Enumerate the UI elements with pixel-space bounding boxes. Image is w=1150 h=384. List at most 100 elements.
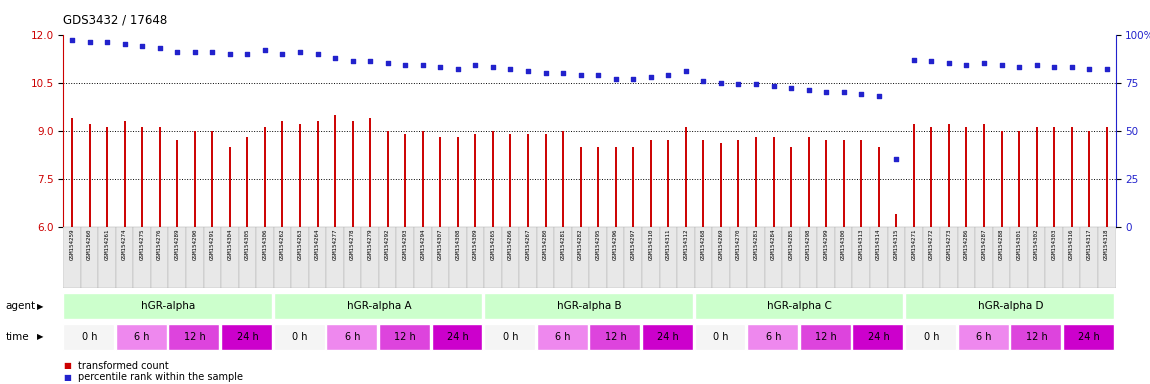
Text: GSM154302: GSM154302 (1034, 228, 1040, 260)
Bar (748, 324, 798, 350)
Text: hGR-alpha A: hGR-alpha A (346, 301, 412, 311)
Bar (642, 227, 660, 288)
Text: 6 h: 6 h (135, 332, 150, 342)
Point (1097, 66, 1116, 72)
Text: GSM154275: GSM154275 (139, 228, 145, 260)
Text: 12 h: 12 h (1026, 332, 1048, 342)
Point (1010, 64, 1028, 70)
Text: 12 h: 12 h (605, 332, 627, 342)
Text: GSM154290: GSM154290 (192, 228, 198, 260)
Bar (204, 227, 221, 288)
Text: GSM154265: GSM154265 (490, 228, 496, 260)
Point (624, 76, 643, 82)
Text: transformed count: transformed count (78, 361, 169, 371)
Bar (151, 227, 168, 288)
Bar (975, 227, 992, 288)
Point (536, 70, 554, 76)
Bar (169, 227, 186, 288)
Text: GSM154273: GSM154273 (946, 228, 951, 260)
Text: GSM154315: GSM154315 (894, 228, 899, 260)
Bar (1028, 227, 1045, 288)
Text: GSM154314: GSM154314 (876, 228, 881, 260)
Bar (958, 227, 975, 288)
Point (992, 62, 1011, 68)
Bar (380, 227, 397, 288)
Text: GSM154303: GSM154303 (1051, 228, 1057, 260)
Bar (274, 227, 291, 288)
Point (676, 68, 695, 74)
Point (589, 72, 607, 78)
Text: GSM154281: GSM154281 (560, 228, 566, 260)
Text: GSM154307: GSM154307 (438, 228, 443, 260)
Point (81, 39, 99, 45)
Text: GSM154276: GSM154276 (158, 228, 162, 260)
Text: GSM154316: GSM154316 (1070, 228, 1074, 260)
Text: GSM154299: GSM154299 (823, 228, 829, 260)
Text: GSM154311: GSM154311 (666, 228, 670, 260)
Text: hGR-alpha: hGR-alpha (141, 301, 196, 311)
Point (852, 91, 871, 97)
Point (1027, 62, 1045, 68)
Point (448, 66, 467, 72)
Bar (607, 227, 624, 288)
Point (325, 55, 344, 61)
Bar (327, 324, 377, 350)
Point (940, 60, 958, 66)
Bar (590, 227, 607, 288)
Text: GSM154310: GSM154310 (649, 228, 653, 260)
Bar (116, 324, 167, 350)
Text: GSM154293: GSM154293 (402, 228, 408, 260)
Point (204, 49, 222, 55)
Bar (256, 227, 274, 288)
Point (1063, 64, 1081, 70)
Bar (63, 227, 80, 288)
Bar (554, 227, 572, 288)
Point (835, 89, 853, 95)
Point (414, 62, 432, 68)
Text: hGR-alpha B: hGR-alpha B (557, 301, 622, 311)
Text: ■: ■ (63, 373, 71, 382)
Bar (221, 227, 239, 288)
Bar (1045, 227, 1063, 288)
Bar (871, 227, 888, 288)
Text: GSM154291: GSM154291 (209, 228, 215, 260)
Text: GSM154260: GSM154260 (87, 228, 92, 260)
Text: GSM154306: GSM154306 (262, 228, 268, 260)
Bar (765, 227, 782, 288)
Point (344, 58, 362, 65)
Point (466, 62, 484, 68)
Text: GSM154285: GSM154285 (789, 228, 794, 260)
Point (378, 60, 397, 66)
Bar (1081, 227, 1098, 288)
Text: GSM154308: GSM154308 (455, 228, 460, 260)
Point (659, 72, 677, 78)
Text: hGR-alpha C: hGR-alpha C (767, 301, 833, 311)
Bar (397, 227, 414, 288)
Bar (274, 293, 482, 319)
Bar (642, 324, 692, 350)
Text: GSM154264: GSM154264 (315, 228, 320, 260)
Bar (958, 324, 1009, 350)
Text: GSM154312: GSM154312 (683, 228, 689, 260)
Text: GSM154280: GSM154280 (543, 228, 549, 260)
Point (729, 81, 748, 88)
Text: GSM154294: GSM154294 (420, 228, 426, 260)
Bar (852, 227, 871, 288)
Point (308, 51, 327, 57)
Point (519, 68, 537, 74)
Point (799, 87, 818, 93)
Point (274, 51, 292, 57)
Text: GSM154262: GSM154262 (279, 228, 285, 260)
Bar (905, 293, 1113, 319)
Bar (888, 227, 905, 288)
Bar (361, 227, 380, 288)
Bar (501, 227, 520, 288)
Bar (729, 227, 748, 288)
Text: GSM154279: GSM154279 (368, 228, 373, 260)
Bar (63, 324, 114, 350)
Bar (344, 227, 361, 288)
Text: hGR-alpha D: hGR-alpha D (978, 301, 1043, 311)
Bar (431, 227, 450, 288)
Text: GSM154309: GSM154309 (473, 228, 478, 260)
Point (185, 49, 204, 55)
